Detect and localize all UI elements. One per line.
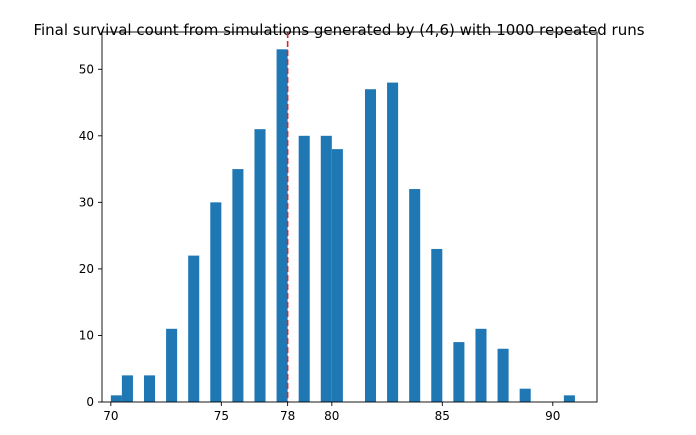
x-tick-label: 90	[545, 409, 560, 423]
histogram-bar	[320, 135, 332, 403]
histogram-bar	[121, 375, 133, 402]
histogram-bar	[232, 169, 244, 402]
histogram-bar	[166, 328, 178, 402]
y-tick-label: 0	[86, 395, 94, 409]
y-tick-label: 20	[79, 262, 94, 276]
histogram-bar	[431, 248, 443, 402]
histogram-bar	[276, 49, 288, 403]
x-tick-label: 75	[214, 409, 229, 423]
x-tick-label: 80	[324, 409, 339, 423]
x-tick-label: 78	[280, 409, 295, 423]
y-tick-label: 40	[79, 129, 94, 143]
x-tick-label: 70	[103, 409, 118, 423]
histogram-bar	[110, 395, 122, 402]
histogram-bar	[188, 255, 200, 402]
histogram-bar	[298, 135, 310, 403]
histogram-bar	[475, 328, 487, 402]
y-axis-ticks: 0 10 20 30 40 50	[79, 62, 102, 409]
plot-frame	[101, 31, 598, 403]
histogram-bar	[143, 375, 156, 402]
histogram-bar	[453, 342, 465, 402]
histogram-bar	[387, 82, 399, 403]
histogram-bar	[519, 388, 531, 402]
histogram-bar	[254, 129, 266, 403]
histogram-bar	[364, 89, 377, 402]
y-tick-label: 30	[79, 195, 94, 209]
x-axis-ticks: 70 75 78 80 85 90	[103, 402, 560, 423]
histogram-bar	[563, 395, 575, 402]
histogram-bar	[497, 348, 509, 402]
y-tick-label: 50	[79, 62, 94, 76]
bars-group	[110, 49, 575, 403]
histogram-bar	[409, 189, 421, 402]
histogram-bar	[210, 202, 222, 402]
chart-title: Final survival count from simulations ge…	[33, 21, 644, 39]
y-tick-label: 10	[79, 328, 94, 342]
x-tick-label: 85	[435, 409, 450, 423]
histogram-bar	[331, 149, 343, 402]
